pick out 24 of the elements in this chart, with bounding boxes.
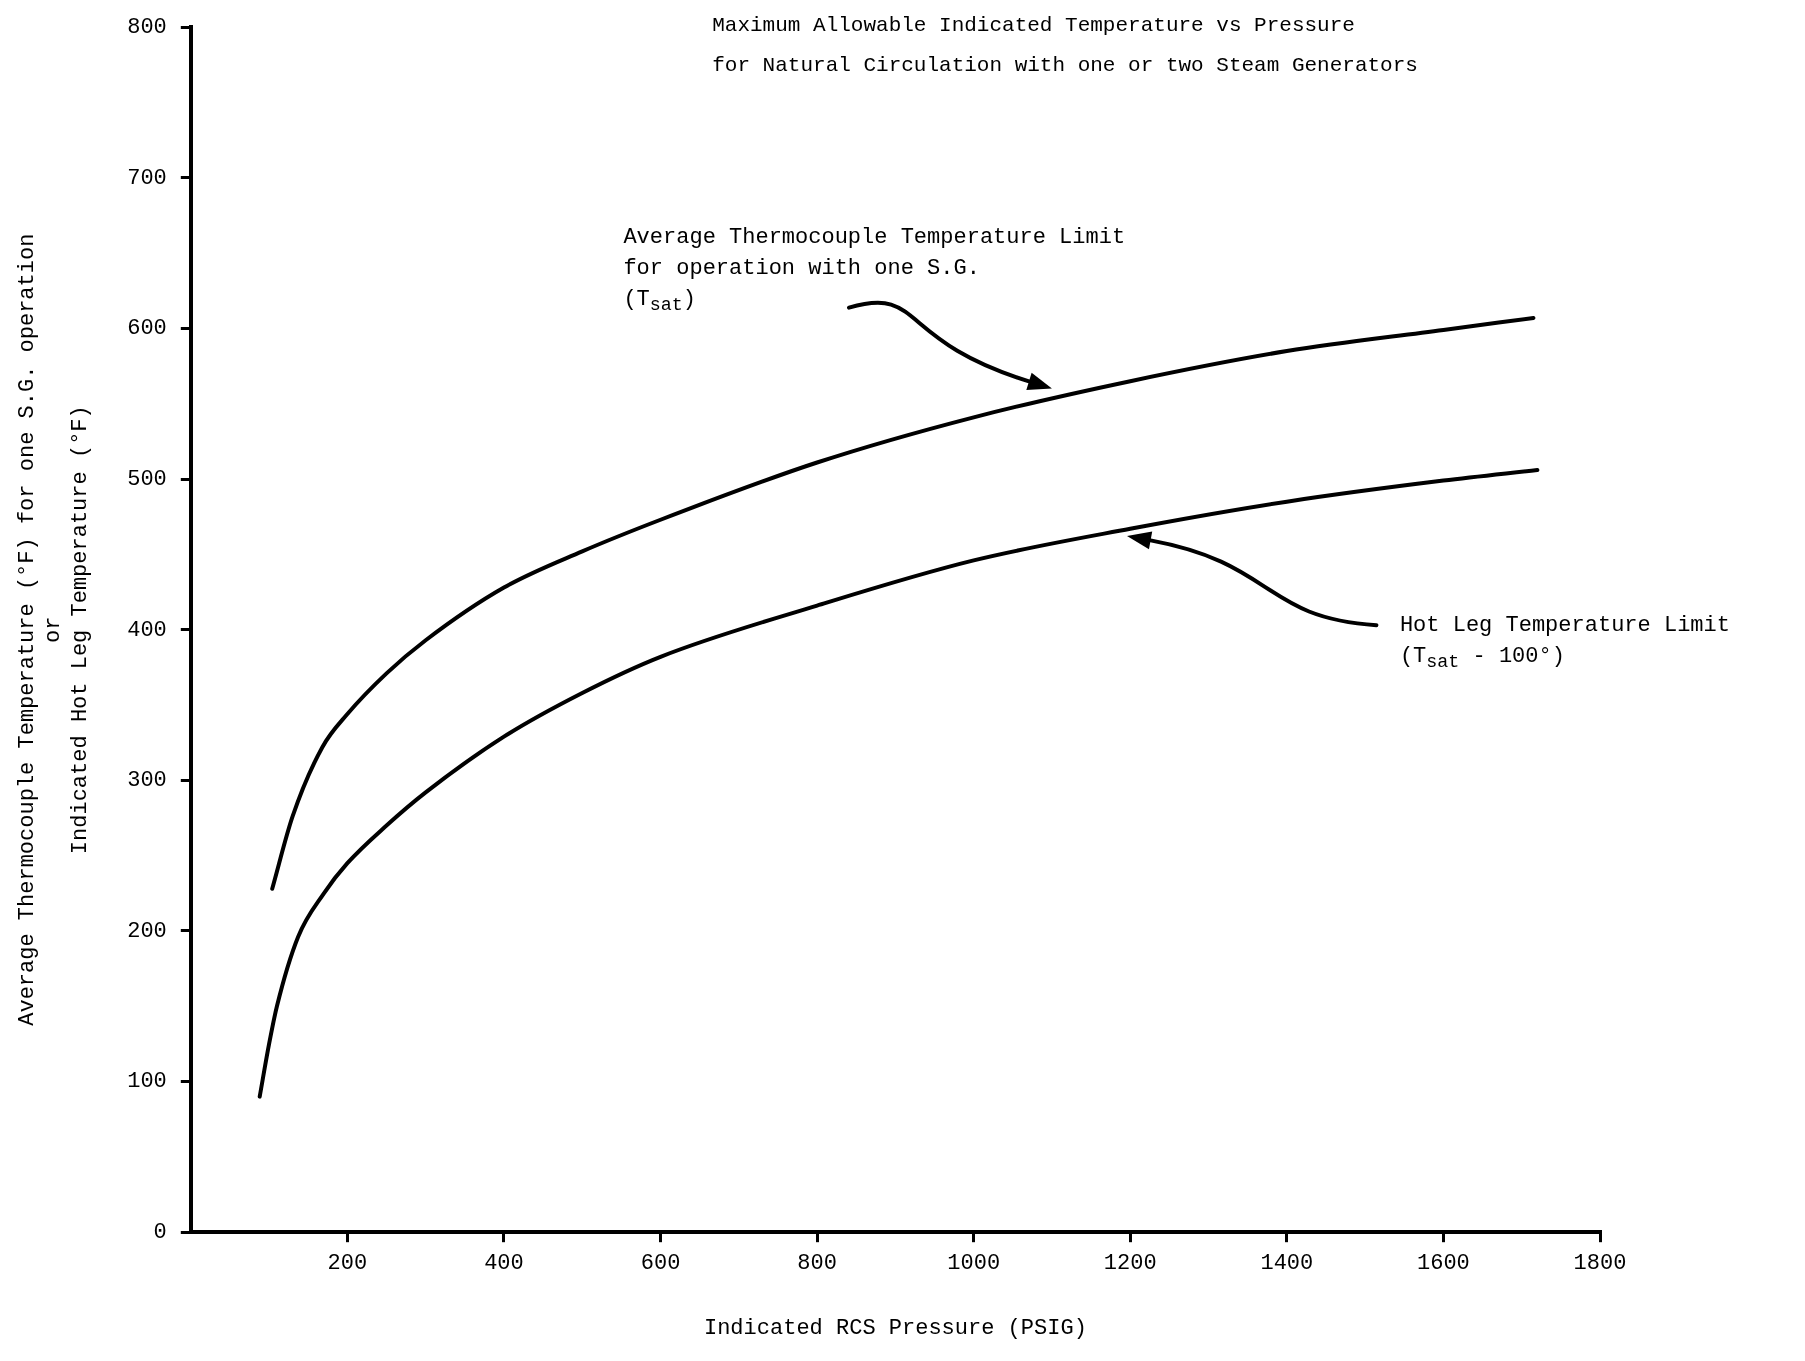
x-tick-label: 200 — [327, 1251, 368, 1277]
x-tick-label: 1400 — [1260, 1251, 1314, 1277]
y-axis-title: Average Thermocouple Temperature (°F) for one S.G. operation or Indicated Hot Leg Temperature (°F) — [15, 233, 93, 1026]
y-tick-label: 300 — [127, 768, 167, 794]
x-tick-label: 800 — [797, 1251, 837, 1277]
x-tick-label: 400 — [484, 1251, 524, 1277]
text: for Natural Circulation with one or two Steam Generators — [712, 54, 1418, 78]
y-tick-label: 100 — [127, 1069, 167, 1095]
x-tick-label: 1800 — [1573, 1251, 1627, 1277]
x-axis-title: Indicated RCS Pressure (PSIG) — [703, 1315, 1087, 1341]
x-tick-label: 1600 — [1417, 1251, 1470, 1277]
y-tick-label: 500 — [127, 466, 167, 492]
y-tick-label: 400 — [127, 617, 167, 643]
y-tick-label: 200 — [127, 918, 167, 944]
y-tick-label: 800 — [127, 15, 167, 41]
chart-title: Maximum Allowable Indicated Temperature vs Pressure — [712, 14, 1355, 38]
y-tick-label: 0 — [153, 1220, 167, 1246]
y-tick-label: 600 — [127, 316, 167, 342]
annotation: Hot Leg Temperature Limit (T$_{sat}$ - 100°) — [1399, 612, 1730, 676]
x-tick-label: 1200 — [1103, 1251, 1157, 1277]
annotation: Average Thermocouple Temperature Limit for operation with one S.G. (T$_{sat}$) — [623, 224, 1126, 319]
x-tick-label: 1000 — [947, 1251, 1001, 1277]
y-tick-label: 700 — [127, 165, 167, 191]
x-tick-label: 600 — [640, 1251, 681, 1277]
